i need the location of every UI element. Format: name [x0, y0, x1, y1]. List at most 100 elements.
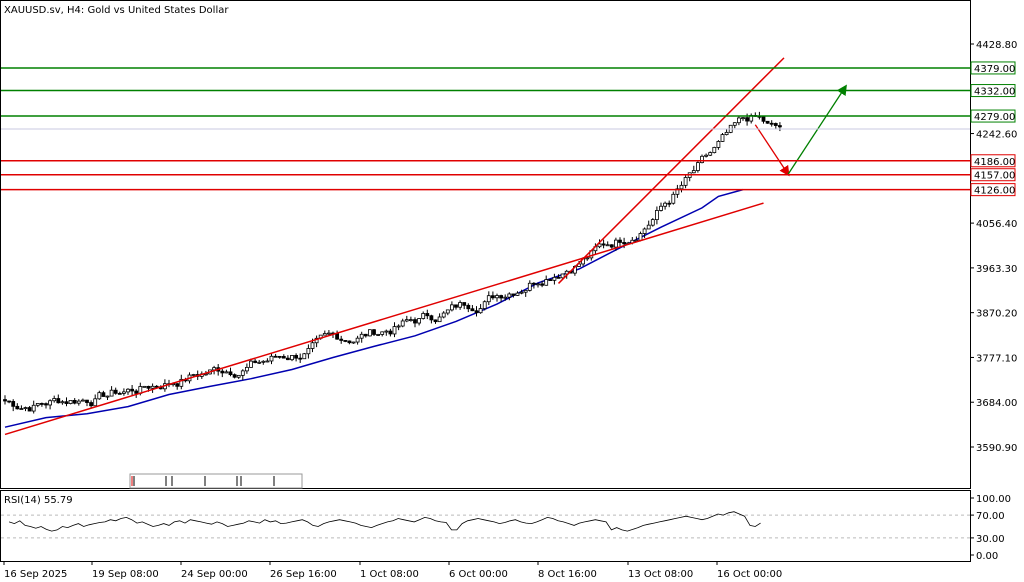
candle-body: [23, 407, 28, 409]
rsi-series-line: [8, 511, 761, 532]
candle-body: [60, 401, 65, 404]
candle: [257, 359, 262, 365]
candle: [425, 309, 430, 320]
candle-body: [605, 244, 610, 247]
candle-body: [113, 389, 118, 394]
candle: [433, 319, 438, 324]
resistance-level-box: [970, 61, 1016, 75]
candle-body: [109, 389, 114, 397]
candle-body: [306, 348, 311, 355]
candle: [597, 239, 602, 249]
candle: [507, 292, 512, 301]
candle: [671, 191, 676, 205]
candle: [31, 400, 36, 414]
candle: [372, 328, 376, 337]
candle-body: [277, 355, 282, 358]
candle-body: [220, 370, 225, 374]
candle-body: [441, 312, 446, 318]
candle-body: [126, 388, 130, 393]
candle-body: [650, 219, 655, 226]
candle-body: [671, 193, 676, 204]
candle: [253, 358, 258, 364]
candle-body: [404, 319, 409, 322]
candle: [462, 302, 467, 310]
candle-body: [712, 147, 717, 154]
y-tick-label: 3684.00: [976, 398, 1017, 409]
candle: [15, 403, 20, 410]
projection-arrow-down: [754, 124, 790, 177]
candle-body: [40, 403, 44, 405]
candle-body: [281, 356, 286, 359]
candle: [609, 244, 614, 249]
candle: [290, 354, 294, 362]
candle: [646, 220, 651, 230]
candle: [85, 399, 89, 407]
candle-body: [31, 404, 36, 412]
candle-body: [433, 319, 438, 323]
candle: [495, 293, 499, 302]
candle: [27, 406, 32, 412]
candle-body: [388, 330, 393, 335]
levels-layer: 4379.00 4332.00 4279.00 4186.00 4157.00 4126.…: [1, 61, 1016, 197]
candle-body: [302, 353, 307, 360]
candle-body: [761, 116, 766, 122]
candle: [679, 181, 684, 193]
candle: [445, 309, 450, 316]
candle-body: [27, 407, 32, 412]
candle: [384, 329, 389, 336]
y-tick-label: 4242.60: [976, 130, 1017, 141]
trendline: [4, 202, 764, 436]
y-tick-label: 3963.30: [976, 264, 1017, 275]
candle: [314, 335, 319, 348]
candle-body: [372, 329, 376, 335]
candle: [109, 386, 114, 397]
candle: [113, 387, 118, 395]
candle-body: [482, 301, 487, 309]
candle-body: [236, 374, 241, 378]
candle: [150, 383, 155, 393]
candle-body: [773, 123, 778, 126]
candle: [285, 355, 290, 361]
time-scroll-widget[interactable]: [129, 473, 303, 489]
candle-body: [454, 304, 458, 308]
candle-body: [741, 117, 745, 120]
candle: [306, 344, 311, 359]
candle: [101, 390, 106, 397]
y-tick-label: 3777.10: [976, 353, 1017, 364]
candle-body: [355, 337, 360, 343]
candle-body: [11, 401, 16, 407]
candle-body: [179, 378, 184, 387]
candle-body: [478, 308, 483, 314]
candle: [93, 394, 98, 407]
candle: [388, 328, 393, 337]
candle: [659, 202, 663, 212]
candle: [683, 174, 688, 189]
candle: [363, 333, 368, 338]
candle: [97, 390, 102, 400]
y-tick-label: 4428.80: [976, 40, 1017, 51]
candle-body: [175, 383, 180, 387]
candle-body: [737, 117, 741, 124]
candle-body: [240, 370, 245, 376]
candle: [716, 140, 721, 150]
candle-body: [614, 239, 618, 248]
candle: [544, 275, 549, 286]
candle-body: [523, 289, 528, 293]
candle-body: [704, 154, 708, 157]
rsi-pane-frame: [0, 490, 971, 562]
candle-body: [408, 319, 413, 322]
candle-body: [117, 392, 122, 395]
candle-body: [532, 282, 536, 285]
candle-body: [363, 333, 368, 337]
candle: [523, 289, 528, 297]
candle-body: [68, 399, 73, 404]
candle-body: [679, 184, 684, 190]
candle: [474, 306, 479, 317]
candle-body: [449, 304, 454, 311]
candle: [408, 316, 413, 322]
candle: [691, 165, 696, 174]
candle-body: [462, 302, 467, 306]
candle-body: [400, 320, 405, 327]
candle: [72, 398, 77, 405]
